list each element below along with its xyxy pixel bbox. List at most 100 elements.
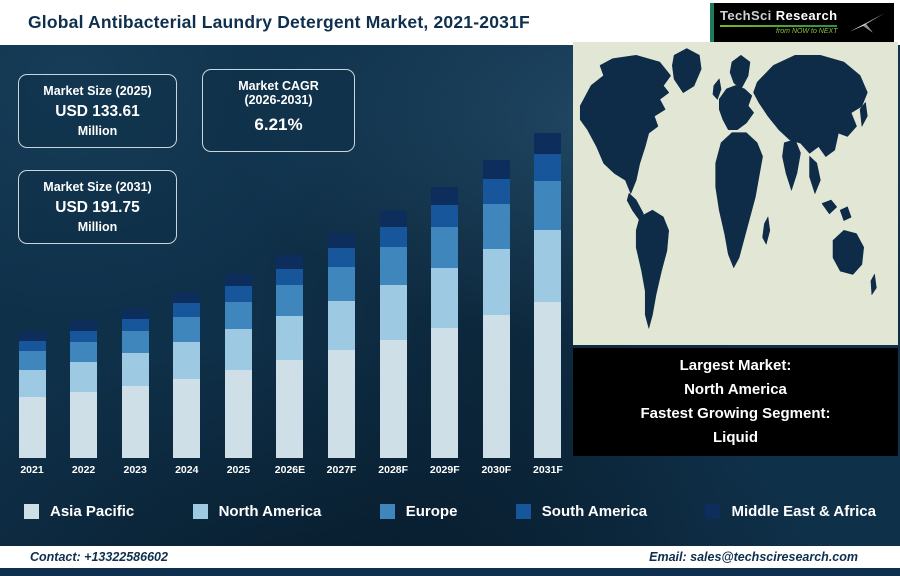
bar-column: 2028F [375,211,411,476]
bar-segment [379,227,407,248]
continent-north-america [579,54,671,195]
bar-segment [534,133,562,154]
bar-segment [482,160,510,179]
bar-segment [121,318,149,331]
legend-label: Asia Pacific [50,502,135,520]
bar-column: 2031F [530,133,566,476]
logo-tagline: from NOW to NEXT [776,28,838,36]
bar-segment [173,293,201,304]
caption-line-1: Largest Market: [679,357,792,374]
bar-segment [70,330,98,342]
year-label: 2024 [175,464,199,476]
bar-segment [276,255,304,269]
world-map [579,48,877,329]
bar-segment [18,332,46,341]
market-cagr-value: 6.21% [254,115,303,134]
bar-segment [328,301,356,351]
bar-segment [18,397,46,458]
market-size-2031-unit: Million [77,220,118,234]
market-size-2025-title: Market Size (2025) [43,84,152,98]
island-greenland [672,48,702,94]
island-indonesia-1 [821,199,837,215]
island-uk [712,78,722,100]
caption-line-2: North America [684,381,787,398]
bar-segment [328,350,356,458]
bar-segment [379,339,407,458]
legend-label: North America [218,502,322,520]
market-cagr-title-line2: (2026-2031) [244,93,313,107]
stacked-bar [431,187,459,458]
stacked-bar [173,293,201,458]
bar-segment [224,301,252,330]
bar-segment [431,187,459,205]
bar-segment [482,249,510,316]
title-bar: Global Antibacterial Laundry Detergent M… [0,0,900,45]
bar-segment [534,302,562,458]
legend-label: South America [541,502,648,520]
legend-swatch [24,503,39,519]
year-label: 2029F [429,464,460,476]
stacked-bar [534,133,562,458]
market-size-2025-value: USD 133.61 [55,103,140,120]
bar-segment [276,285,304,316]
bar-segment [534,230,562,303]
world-map-panel [573,42,898,345]
bar-segment [18,369,46,398]
bar-segment [431,226,459,268]
stacked-bar [70,321,98,458]
stacked-bar [328,233,356,458]
bar-segment [224,274,252,287]
stacked-bar [18,332,46,458]
bar-segment [173,342,201,379]
market-size-2031-value: USD 191.75 [55,199,140,216]
legend-item: Asia Pacific [24,503,134,520]
legend-swatch [192,503,208,519]
caption-line-4: Liquid [713,429,758,446]
page-title: Global Antibacterial Laundry Detergent M… [28,12,530,32]
bar-column: 2025 [220,274,256,476]
stacked-bar-chart: 2021 2022 2023 2024 2025 2026E 2027F 2028F 2029F… [14,124,566,476]
legend-label: Europe [405,502,458,520]
bar-segment [70,362,98,393]
logo-green-line [720,25,838,28]
legend-swatch [705,503,721,519]
bar-segment [173,317,201,343]
island-indonesia-2 [839,206,852,221]
region-se-asia [809,155,821,195]
stacked-bar [379,211,407,458]
stacked-bar [121,309,149,458]
bar-segment [70,392,98,458]
legend-label: Middle East & Africa [731,502,876,520]
bar-segment [328,266,356,301]
bar-column: 2022 [66,321,102,476]
bar-segment [482,178,510,204]
legend-swatch [379,503,395,519]
bar-segment [121,353,149,387]
market-size-2025-unit: Million [77,124,118,138]
year-label: 2023 [123,464,147,476]
island-new-zealand [870,273,877,296]
legend-swatch [515,503,531,519]
legend-item: North America [192,502,322,520]
bar-segment [70,321,98,331]
contact-text: Contact: +13322586602 [30,550,168,564]
continent-australia [832,230,864,275]
bar-segment [121,330,149,354]
logo-name-part2: Research [775,8,838,23]
year-label: 2027F [326,464,357,476]
logo-text: TechSci Research from NOW to NEXT [720,8,838,36]
bar-segment [431,327,459,458]
bar-segment [224,329,252,370]
bar-column: 2023 [117,309,153,476]
bar-segment [328,247,356,267]
bar-column: 2030F [478,160,514,476]
footer-bar: Contact: +13322586602 Email: sales@techs… [0,546,900,568]
market-size-2031-title: Market Size (2031) [43,180,152,194]
year-label: 2026E [274,464,306,476]
island-japan [859,102,868,127]
region-scandinavia [729,54,751,90]
bar-segment [431,267,459,328]
continent-asia [753,54,868,157]
logo-name-part1: TechSci [720,8,772,23]
chart-legend: Asia Pacific North America Europe South Ame… [0,494,900,528]
